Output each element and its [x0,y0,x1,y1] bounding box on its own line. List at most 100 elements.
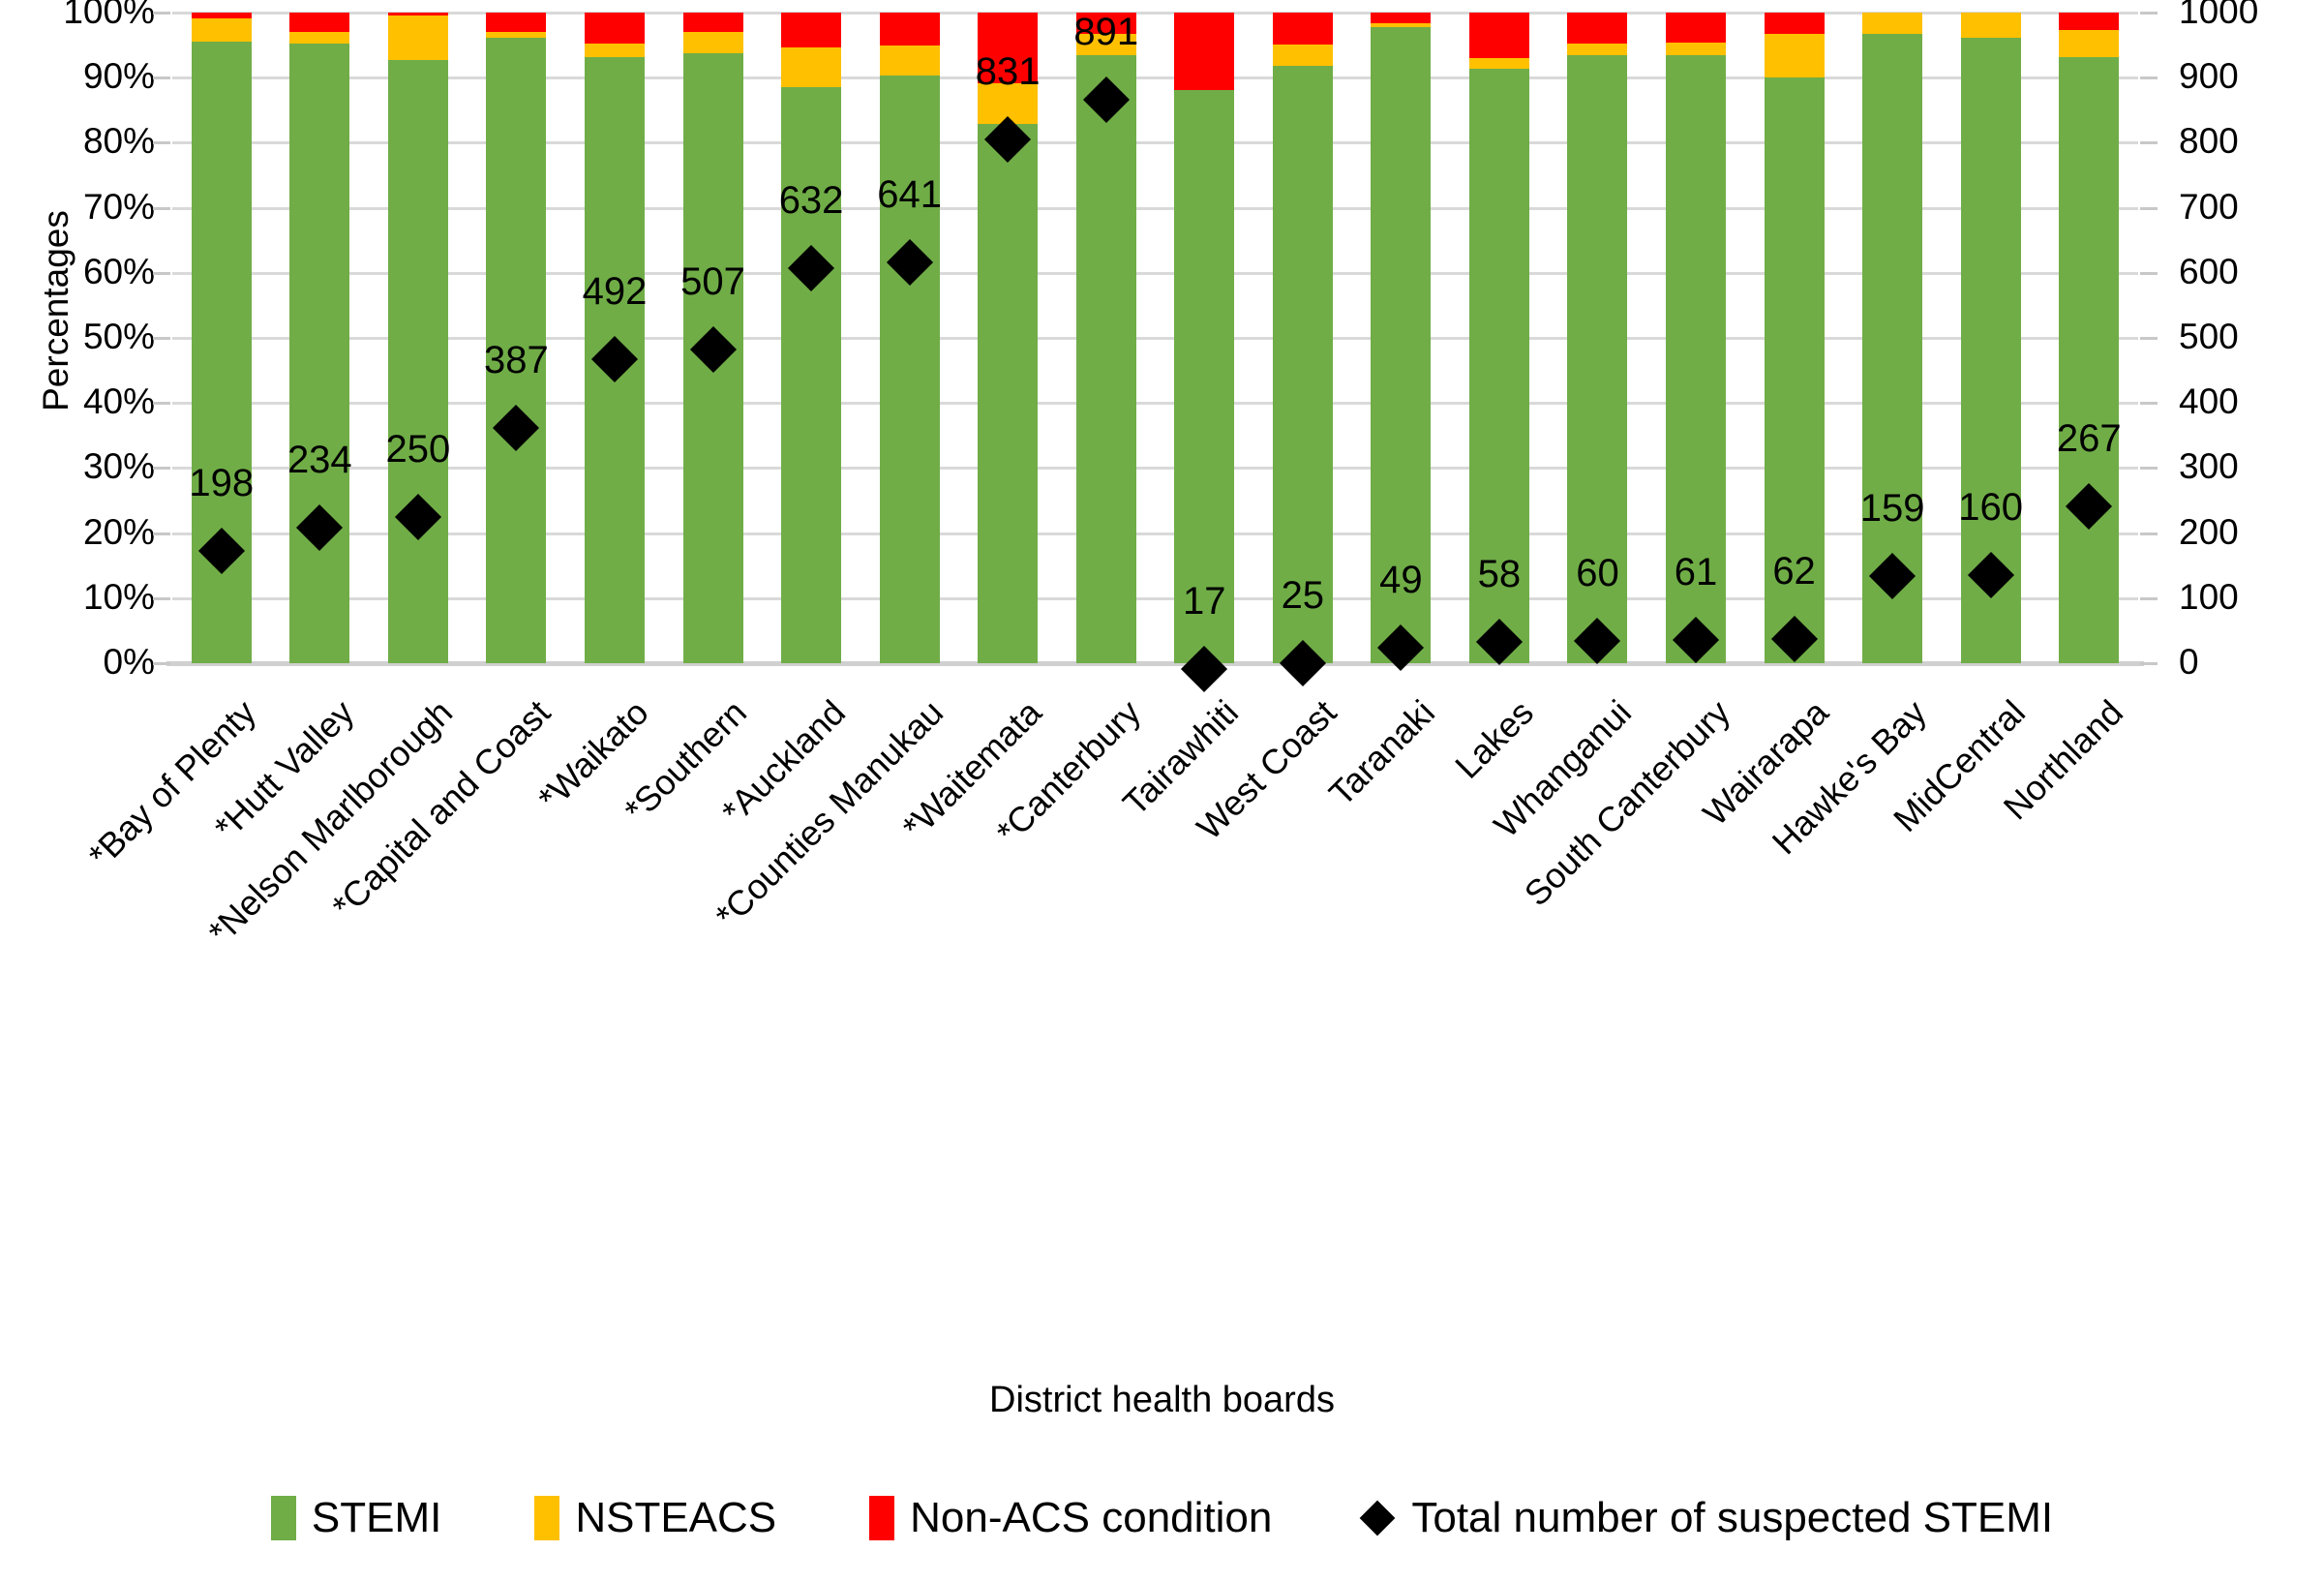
gridline [172,596,2138,600]
total-patients-value-label: 17 [1183,579,1226,623]
legend-label: STEMI [311,1494,442,1541]
y-axis-right-tick-label: 600 [2179,251,2239,291]
bar-segment-non-acs-condition[interactable] [584,13,645,45]
x-axis-category-label: *Canterbury [987,692,1148,852]
total-patients-value-label: 49 [1379,559,1423,602]
bar-segment-non-acs-condition[interactable] [1468,13,1529,59]
bar-segment-stemi[interactable] [781,87,842,663]
bar-segment-nsteacs[interactable] [1272,44,1333,67]
total-patients-value-label: 267 [2056,416,2122,460]
gridline [172,271,2138,275]
bar-segment-non-acs-condition[interactable] [1075,13,1136,34]
bar-segment-non-acs-condition[interactable] [2059,13,2120,31]
bar-segment-stemi[interactable] [1174,89,1235,663]
bar-segment-non-acs-condition[interactable] [1567,13,1628,44]
bar-segment-stemi[interactable] [879,76,940,663]
bar-segment-non-acs-condition[interactable] [1666,13,1727,43]
bar-segment-nsteacs[interactable] [1567,43,1628,56]
stacked-bar[interactable] [978,13,1039,663]
bar-segment-stemi[interactable] [486,38,547,663]
bar-segment-non-acs-condition[interactable] [682,13,743,33]
bar-segment-stemi[interactable] [1075,55,1136,663]
bar-segment-non-acs-condition[interactable] [978,13,1039,84]
bar-segment-nsteacs[interactable] [781,46,842,88]
bar-segment-non-acs-condition[interactable] [1174,13,1235,90]
y-axis-right-tick-label: 1000 [2179,0,2259,31]
bar-segment-nsteacs[interactable] [682,32,743,54]
stacked-bar[interactable] [1174,13,1235,663]
y-axis-right-tickmark [2140,12,2158,15]
bar-segment-stemi[interactable] [289,43,350,663]
bar-segment-nsteacs[interactable] [1666,42,1727,56]
bar-segment-stemi[interactable] [1764,76,1825,663]
y-axis-right-tickmark [2140,662,2158,665]
legend-item[interactable]: NSTEACS [534,1494,776,1542]
bar-segment-nsteacs[interactable] [1371,23,1432,28]
bar-segment-nsteacs[interactable] [584,44,645,58]
bar-segment-nsteacs[interactable] [1468,58,1529,70]
stacked-bar[interactable] [2059,13,2120,663]
stacked-bar[interactable] [387,13,448,663]
bar-segment-non-acs-condition[interactable] [1764,13,1825,35]
stacked-bar[interactable] [1567,13,1628,663]
bar-segment-nsteacs[interactable] [486,31,547,39]
bar-segment-stemi[interactable] [1567,55,1628,663]
y-axis-right-tick-label: 0 [2179,642,2199,682]
bar-segment-non-acs-condition[interactable] [191,13,252,19]
bar-segment-stemi[interactable] [1468,69,1529,663]
bar-segment-nsteacs[interactable] [1764,34,1825,77]
stacked-bar[interactable] [1764,13,1825,663]
stacked-bar[interactable] [486,13,547,663]
bar-segment-non-acs-condition[interactable] [781,13,842,47]
stacked-bar[interactable] [879,13,940,663]
stacked-bar[interactable] [1075,13,1136,663]
bar-segment-non-acs-condition[interactable] [289,13,350,33]
y-axis-left-tickmark [153,76,170,80]
stacked-bar[interactable] [289,13,350,663]
bar-segment-nsteacs[interactable] [879,45,940,76]
y-axis-left-tick-label: 20% [82,511,155,552]
stacked-bar[interactable] [1666,13,1727,663]
legend-swatch-icon [869,1496,895,1540]
legend-swatch-icon [270,1496,296,1540]
bar-segment-nsteacs[interactable] [2059,30,2120,58]
total-patients-value-label: 60 [1576,551,1619,594]
bar-segment-nsteacs[interactable] [387,15,448,61]
gridline [172,141,2138,145]
x-axis-category-label: *Nelson Marlborough [199,692,460,953]
legend-item[interactable]: Total number of suspected STEMI [1359,1494,2053,1542]
stacked-bar[interactable] [1371,13,1432,663]
bar-segment-stemi[interactable] [2059,57,2120,663]
bar-segment-stemi[interactable] [387,60,448,663]
bar-segment-stemi[interactable] [1371,27,1432,663]
legend-item[interactable]: STEMI [270,1494,442,1542]
legend-item[interactable]: Non-ACS condition [869,1494,1272,1542]
y-axis-right-tickmark [2140,271,2158,275]
x-axis-category-label: MidCentral [1885,692,2033,840]
y-axis-left-tickmark [153,402,170,406]
x-axis-category-label: *Waitemata [894,692,1050,847]
bar-segment-nsteacs[interactable] [289,32,350,44]
bar-segment-non-acs-condition[interactable] [1371,13,1432,24]
bar-segment-stemi[interactable] [1666,55,1727,663]
y-axis-left-tickmark [153,532,170,535]
x-axis-category-label: Taranaki [1321,692,1443,814]
bar-segment-nsteacs[interactable] [191,18,252,43]
stacked-bar[interactable] [781,13,842,663]
stacked-bar[interactable] [1862,13,1923,663]
bar-segment-stemi[interactable] [978,123,1039,663]
bar-segment-nsteacs[interactable] [1960,13,2021,38]
bar-segment-non-acs-condition[interactable] [879,13,940,46]
bar-segment-nsteacs[interactable] [1862,13,1923,34]
bar-segment-non-acs-condition[interactable] [387,13,448,15]
x-axis-category-label: Northland [1995,692,2131,828]
y-axis-left-tickmark [153,141,170,145]
bar-segment-stemi[interactable] [1272,66,1333,663]
total-patients-value-label: 387 [484,338,549,381]
bar-segment-nsteacs[interactable] [1075,33,1136,56]
gridline [172,12,2138,15]
stacked-bar[interactable] [1272,13,1333,663]
bar-segment-non-acs-condition[interactable] [1272,13,1333,45]
stacked-bar[interactable] [1468,13,1529,663]
bar-segment-non-acs-condition[interactable] [486,13,547,32]
